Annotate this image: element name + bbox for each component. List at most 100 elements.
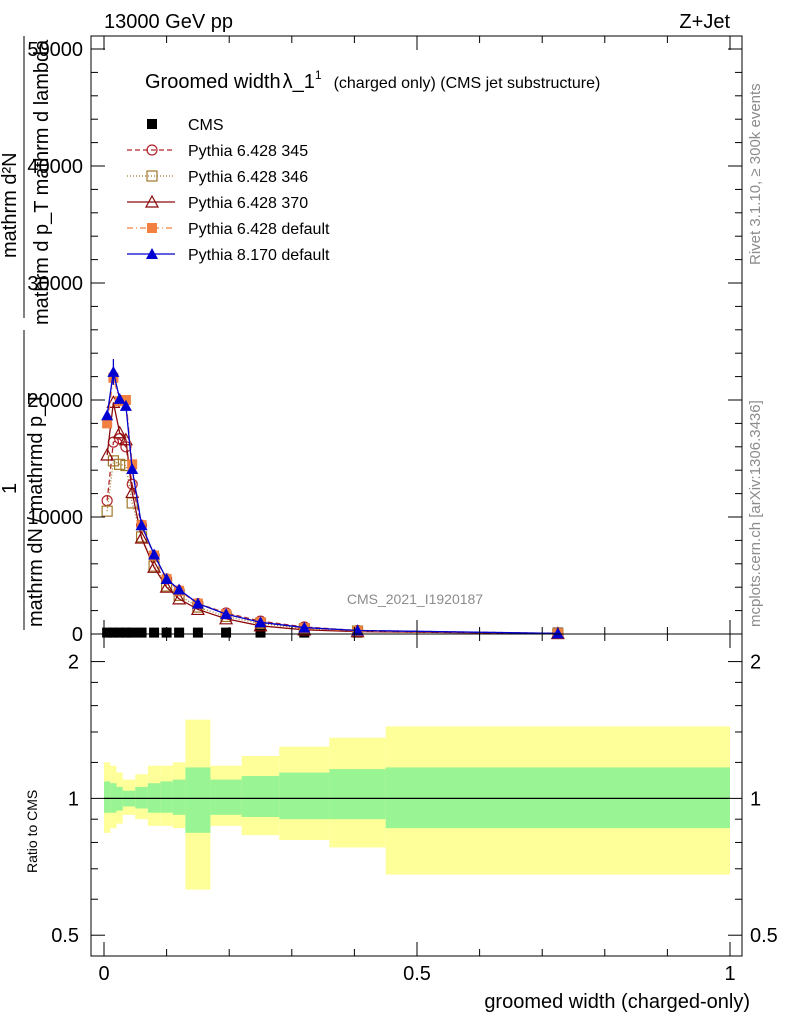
legend-marker [146,248,158,259]
series-line [106,402,558,635]
legend-entry: Pythia 6.428 346 [127,169,308,186]
ratio-inner-band [385,767,730,829]
data-point [255,627,266,638]
x-tick-label: 0.5 [403,963,431,985]
data-point [136,627,147,638]
legend-label: CMS [188,117,224,134]
title-suffix: (charged only) (CMS jet substructure) [334,75,601,92]
series-pythia-6-428-345 [101,433,564,640]
legend-entry: CMS [147,117,224,134]
data-point [551,627,564,639]
main-ticks: 0 10000 20000 30000 40000 50000 [27,36,742,646]
legend-marker [147,119,157,129]
data-point [101,505,113,517]
data-point [119,399,132,411]
ratio-y-tick-label-left: 2 [68,652,79,674]
ratio-bands [104,719,730,890]
data-point [298,621,311,633]
data-point [120,627,131,638]
main-y-tick-label: 30000 [27,273,83,295]
ratio-plot-frame [90,633,743,957]
data-point [114,627,125,638]
data-point [134,530,149,544]
energy-label: 13000 GeV pp [104,11,233,33]
data-point [192,627,203,638]
data-point [126,463,139,475]
legend-marker [146,144,158,156]
legend-label: Pythia 6.428 345 [188,143,308,160]
ratio-plot: 0.5 0.5 1 1 2 2 0 0.5 1 Ratio to CMS groomed wid… [24,633,778,1013]
data-point [125,485,140,499]
legend-label: Pythia 6.428 default [188,221,330,238]
data-point [112,425,127,439]
ylabel-denominator: mathrm d p_T mathrm d lambda [31,39,53,325]
data-point [114,458,126,470]
title-superscript: 1 [315,68,322,82]
data-point [159,579,174,593]
ratio-inner-band [279,772,330,820]
legend-label: Pythia 6.428 370 [188,195,308,212]
main-series-group [100,359,565,640]
ylabel-numerator: mathrm d²N [0,152,21,258]
main-plot: 0 10000 20000 30000 40000 50000 CMS_2021_I192… [0,35,743,646]
ylabel-left-numerator: 1 [0,483,21,494]
ratio-inner-band [135,786,148,809]
data-point [108,627,119,638]
main-y-tick-label: 20000 [27,390,83,412]
ylabel-left-denominator: mathrm dN / mathrmd p_T [25,392,47,627]
data-point [160,573,173,585]
legend-entry: Pythia 6.428 345 [127,143,308,160]
title-symbol: λ_1 [283,71,315,93]
legend-label: Pythia 8.170 default [188,247,330,264]
ratio-ticks: 0.5 0.5 1 1 2 2 0 0.5 1 [51,634,778,985]
main-y-tick-label: 40000 [27,156,83,178]
x-tick-label: 1 [724,963,735,985]
ratio-ylabel: Ratio to CMS [24,790,40,873]
data-point [172,591,187,605]
ratio-inner-band [185,767,211,833]
series-pythia-6-428-346 [101,455,564,640]
data-point [254,616,267,628]
title-text: Groomed width [145,71,281,93]
legend-marker [146,170,158,182]
main-y-tick-label: 0 [72,624,83,646]
analysis-watermark: CMS_2021_I1920187 [347,591,483,607]
ratio-inner-band [210,779,242,815]
data-point [101,409,114,421]
legend-entry: Pythia 6.428 default [127,221,330,238]
data-point [107,455,119,467]
data-point [149,627,160,638]
legend-label: Pythia 6.428 346 [188,169,308,186]
x-tick-label: 0 [98,963,109,985]
ratio-inner-band [160,781,173,813]
mcplots-label: mcplots.cern.ch [arXiv:1306.3436] [747,400,764,627]
ratio-y-tick-label-right: 1 [750,788,761,810]
ratio-y-tick-label-right: 0.5 [750,925,778,947]
main-y-tick-label: 10000 [27,507,83,529]
data-point [148,548,161,560]
data-point [174,627,185,638]
legend: CMS Pythia 6.428 345 Pythia 6.428 346 Pythi… [127,117,330,264]
data-point [220,608,233,620]
ratio-inner-band [329,769,386,820]
data-point [173,583,186,595]
ratio-y-tick-label-right: 2 [750,652,761,674]
data-point [113,392,126,404]
series-pythia-6-428-default [102,372,563,639]
data-point [102,627,113,638]
ratio-inner-band [104,781,111,813]
ratio-y-tick-label-left: 1 [68,788,79,810]
legend-marker [147,223,157,233]
series-pythia-6-428-370 [100,395,565,640]
main-title: Groomed width λ_11 (charged only) (CMS jet… [145,68,600,93]
data-point [221,627,232,638]
x-axis-label: groomed width (charged-only) [484,991,750,1013]
ratio-y-tick-label-left: 0.5 [51,925,79,947]
series-line [106,459,558,635]
ratio-inner-band [172,779,186,815]
data-point [191,597,204,609]
main-ylabel: mathrm d²N mathrm d p_T mathrm d lambda … [0,36,53,630]
legend-marker [144,194,160,208]
process-label: Z+Jet [679,11,730,33]
